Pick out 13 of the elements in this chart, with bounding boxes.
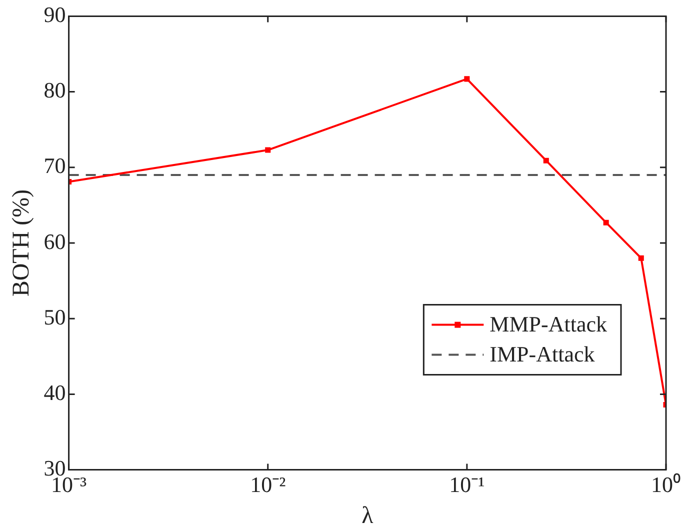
y-tick-label: 80 [44, 78, 66, 103]
y-tick-label: 90 [44, 2, 66, 27]
y-axis-title: BOTH (%) [8, 189, 35, 297]
y-tick-label: 50 [44, 304, 66, 330]
x-axis-title: λ [362, 502, 374, 529]
y-tick-label: 60 [44, 228, 66, 254]
y-tick-label: 40 [44, 380, 66, 405]
x-tick-label: 10⁻¹ [449, 472, 485, 497]
x-tick-label: 10⁰ [651, 472, 681, 497]
y-tick-label: 70 [44, 153, 66, 178]
legend-label: MMP-Attack [490, 312, 607, 337]
x-tick-label: 10⁻² [250, 472, 286, 497]
legend-label: IMP-Attack [490, 342, 595, 367]
